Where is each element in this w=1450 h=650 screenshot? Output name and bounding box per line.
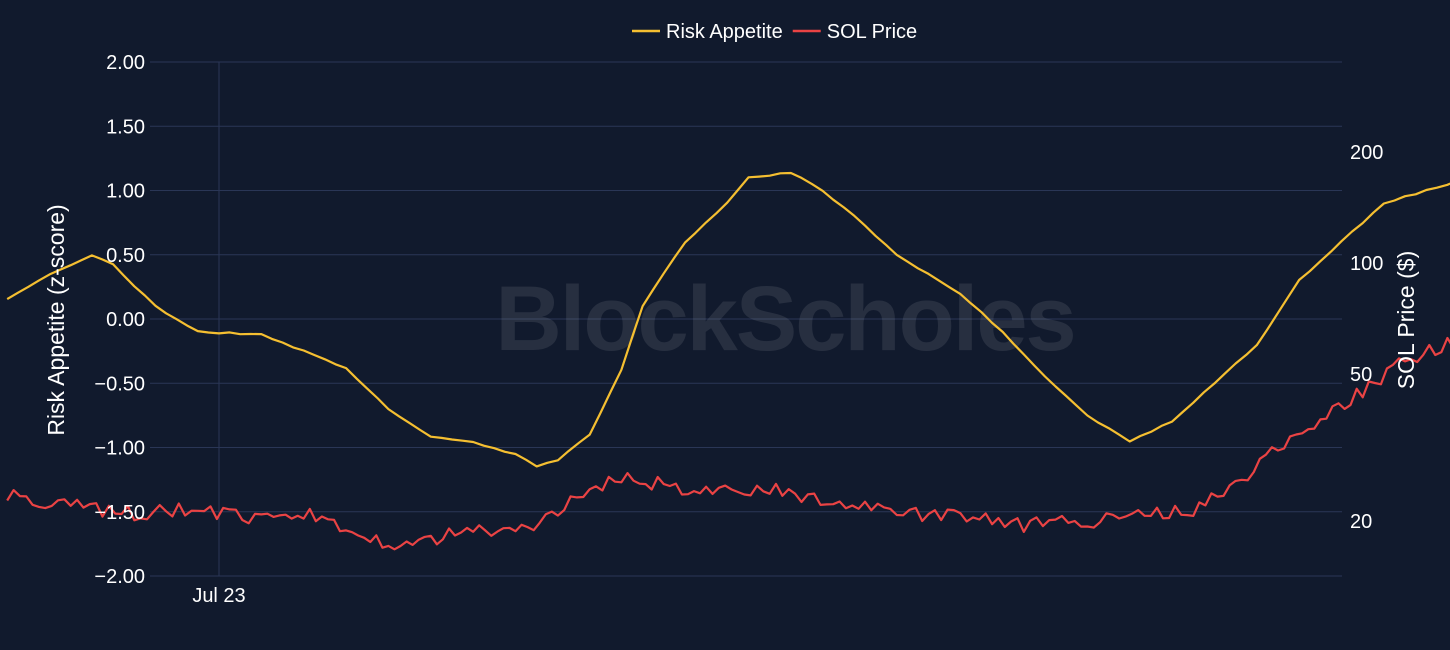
watermark: BlockScholes — [495, 268, 1074, 370]
y-right-title: SOL Price ($) — [1393, 251, 1419, 389]
y-right-tick-label: 50 — [1350, 364, 1372, 386]
y-left-tick-label: −2.00 — [94, 566, 145, 588]
legend[interactable]: Risk Appetite SOL Price — [632, 21, 917, 43]
y-left-tick-label: 0.00 — [106, 309, 145, 331]
y-right-ticks: 200 100 50 20 — [1350, 142, 1383, 533]
y-left-tick-label: 2.00 — [106, 52, 145, 74]
series-line-risk-appetite[interactable] — [6, 152, 1450, 486]
series-line-sol-price[interactable] — [6, 116, 1450, 551]
y-left-tick-label: −1.00 — [94, 438, 145, 460]
legend-label: Risk Appetite — [666, 21, 783, 43]
y-left-tick-label: −1.50 — [94, 502, 145, 524]
x-tick-label: Jul 23 — [192, 585, 245, 607]
x-ticks: Jul 23Jan 24Jul 24Jan 25Jul 25Jan 26 — [192, 585, 245, 607]
y-right-tick-label: 200 — [1350, 142, 1383, 164]
y-left-tick-label: 1.00 — [106, 181, 145, 203]
y-left-tick-label: 1.50 — [106, 116, 145, 138]
grid — [150, 61, 1342, 577]
y-left-tick-label: 0.50 — [106, 245, 145, 267]
y-left-tick-label: −0.50 — [94, 373, 145, 395]
legend-item-risk-appetite[interactable]: Risk Appetite — [632, 21, 783, 43]
y-left-title: Risk Appetite (z-score) — [43, 204, 69, 435]
legend-label: SOL Price — [827, 21, 917, 43]
legend-item-sol-price[interactable]: SOL Price — [792, 21, 917, 43]
y-right-tick-label: 20 — [1350, 511, 1372, 533]
y-right-tick-label: 100 — [1350, 253, 1383, 275]
series-group — [6, 116, 1450, 551]
y-left-ticks: 2.00 1.50 1.00 0.50 0.00 −0.50 −1.00 −1.50 −2.00 — [94, 52, 145, 588]
